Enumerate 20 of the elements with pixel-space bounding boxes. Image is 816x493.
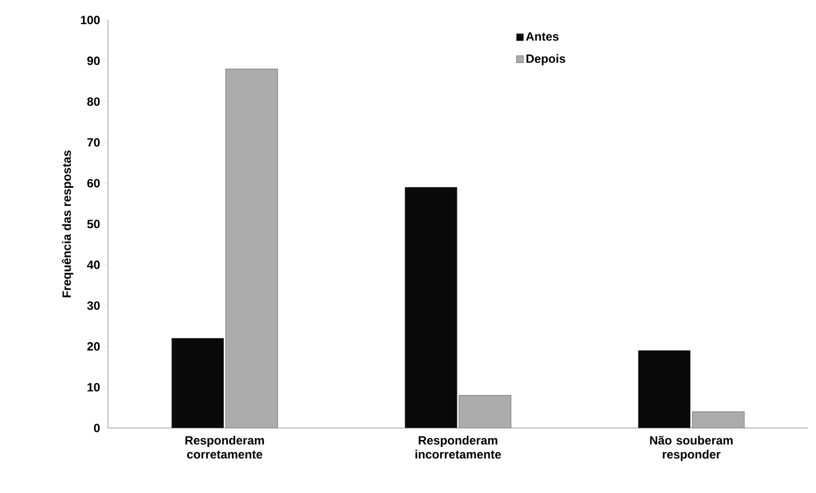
bar xyxy=(171,338,224,428)
y-tick-label: 60 xyxy=(87,178,100,188)
y-axis-title: Frequência das respostas xyxy=(62,150,74,298)
x-tick-label: Responderam incorretamente xyxy=(415,436,501,459)
x-tick-label: Responderam corretamente xyxy=(185,436,264,459)
legend-label: Antes xyxy=(526,32,559,41)
y-tick-label: 40 xyxy=(87,260,100,270)
bar xyxy=(404,187,458,428)
x-tick-label: Não souberam responder xyxy=(650,436,733,461)
y-tick-label: 10 xyxy=(88,382,100,392)
y-tick-label: 100 xyxy=(80,16,100,24)
y-tick-label: 90 xyxy=(87,56,100,66)
legend-label: Depois xyxy=(526,54,566,66)
y-tick-label: 20 xyxy=(87,342,100,351)
bar xyxy=(638,350,691,428)
y-tick-label: 80 xyxy=(87,97,100,106)
y-tick-label: 50 xyxy=(87,220,100,228)
y-tick-label: 30 xyxy=(87,301,100,310)
y-tick-label: 0 xyxy=(94,424,100,432)
y-tick-label: 70 xyxy=(87,138,100,147)
